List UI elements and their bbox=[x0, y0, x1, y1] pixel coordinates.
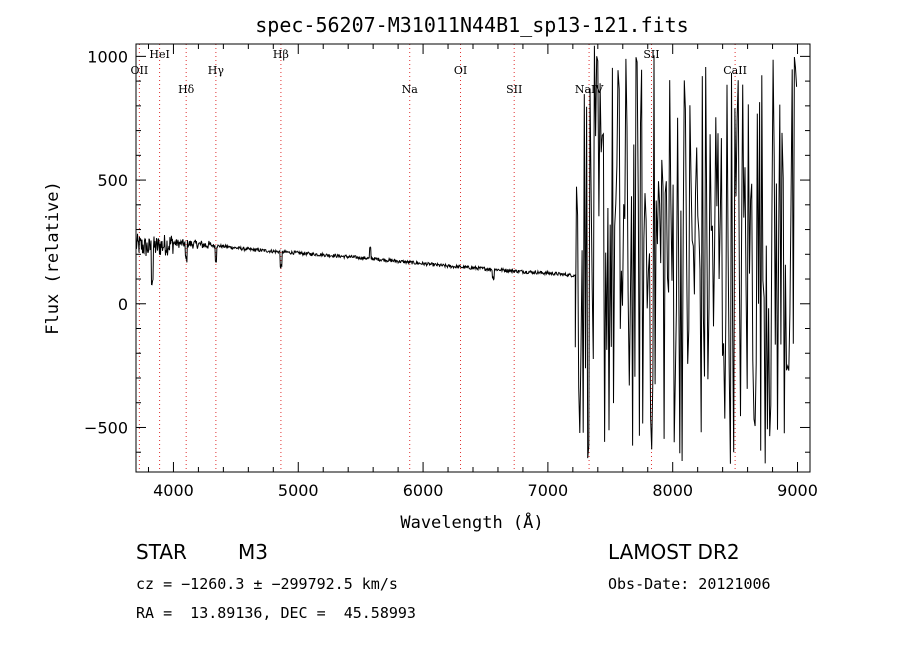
x-tick-label: 8000 bbox=[652, 481, 693, 500]
line-marker-label: HeI bbox=[149, 48, 169, 61]
survey-name: LAMOST DR2 bbox=[608, 540, 740, 564]
line-marker-label: SII bbox=[506, 83, 522, 96]
line-marker-label: Hβ bbox=[273, 48, 289, 61]
line-marker-label: SII bbox=[643, 48, 659, 61]
chart-title: spec-56207-M31011N44B1_sp13-121.fits bbox=[255, 13, 688, 37]
x-tick-label: 5000 bbox=[278, 481, 319, 500]
spectrum-series bbox=[135, 45, 798, 464]
y-tick-label: 0 bbox=[118, 295, 128, 314]
y-tick-label: 500 bbox=[97, 171, 128, 190]
ra-dec-readout: RA = 13.89136, DEC = 45.58993 bbox=[136, 604, 416, 622]
y-axis: −500 0 500 1000 bbox=[84, 47, 810, 453]
x-tick-label: 7000 bbox=[528, 481, 569, 500]
x-tick-label: 6000 bbox=[403, 481, 444, 500]
line-marker-label: Na bbox=[402, 83, 419, 96]
y-tick-label: −500 bbox=[84, 418, 128, 437]
x-axis: 4000 5000 6000 7000 8000 9000 bbox=[147, 44, 818, 500]
y-axis-label: Flux (relative) bbox=[43, 181, 63, 335]
cz-readout: cz = −1260.3 ± −299792.5 km/s bbox=[136, 575, 398, 593]
x-tick-label: 4000 bbox=[153, 481, 194, 500]
object-class: STAR bbox=[136, 540, 187, 564]
line-marker-label: CaII bbox=[723, 64, 747, 77]
line-marker-label: OII bbox=[131, 64, 149, 77]
line-marker-label: Hγ bbox=[208, 64, 225, 77]
y-tick-label: 1000 bbox=[87, 47, 128, 66]
x-tick-label: 9000 bbox=[777, 481, 818, 500]
object-subclass: M3 bbox=[238, 540, 268, 564]
line-marker-label: Hδ bbox=[178, 83, 195, 96]
x-axis-label: Wavelength (Å) bbox=[400, 511, 543, 533]
obs-date: Obs-Date: 20121006 bbox=[608, 575, 771, 593]
line-marker-label: OI bbox=[454, 64, 467, 77]
spectrum-line bbox=[135, 45, 798, 464]
